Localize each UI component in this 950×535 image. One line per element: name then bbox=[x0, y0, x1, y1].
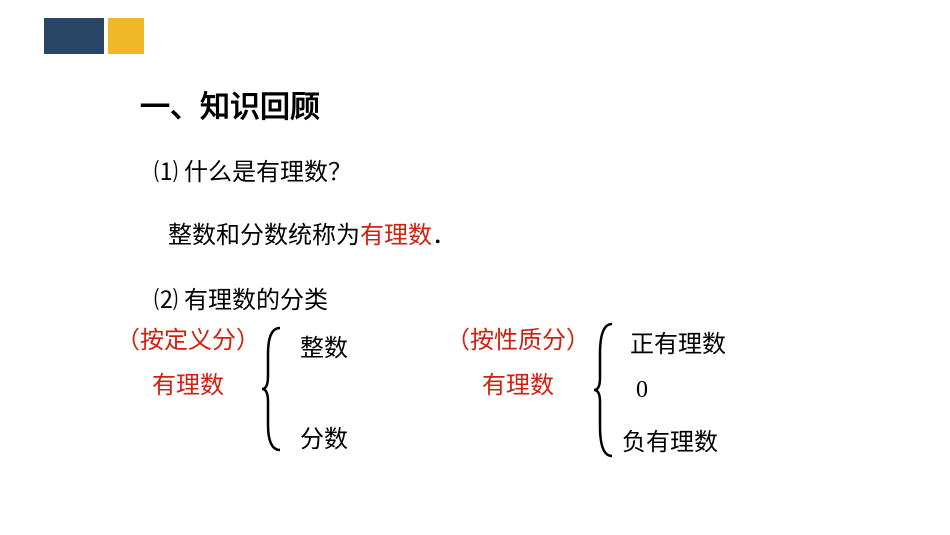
block-yellow bbox=[108, 18, 144, 54]
def-prefix: 整数和分数统称为 bbox=[168, 223, 360, 249]
brace-icon bbox=[592, 320, 622, 460]
classification-by-definition: （按定义分） 有理数 bbox=[108, 320, 268, 400]
brace-icon bbox=[260, 324, 290, 454]
question-2: ⑵ 有理数的分类 bbox=[154, 280, 910, 315]
section-title: 一、知识回顾 bbox=[140, 82, 910, 126]
classification-by-property: （按性质分） 有理数 bbox=[438, 320, 598, 400]
header-decoration bbox=[44, 18, 144, 54]
classB-root: 有理数 bbox=[438, 365, 598, 400]
classB-items: 正有理数 0 负有理数 bbox=[630, 324, 726, 457]
classA-item-0: 整数 bbox=[300, 328, 348, 363]
classB-item-2: 负有理数 bbox=[622, 422, 726, 457]
def-suffix: ． bbox=[432, 223, 456, 249]
classA-root: 有理数 bbox=[108, 365, 268, 400]
block-navy bbox=[44, 18, 104, 54]
classA-item-1: 分数 bbox=[300, 419, 348, 454]
def-highlight: 有理数 bbox=[360, 223, 432, 249]
classB-item-0: 正有理数 bbox=[630, 324, 726, 359]
definition-line: 整数和分数统称为有理数． bbox=[168, 215, 910, 250]
classA-items: 整数 分数 bbox=[300, 328, 348, 454]
question-1: ⑴ 什么是有理数？ bbox=[154, 152, 910, 187]
classB-label: （按性质分） bbox=[438, 320, 598, 355]
classA-label: （按定义分） bbox=[108, 320, 268, 355]
classB-item-1: 0 bbox=[636, 377, 726, 404]
